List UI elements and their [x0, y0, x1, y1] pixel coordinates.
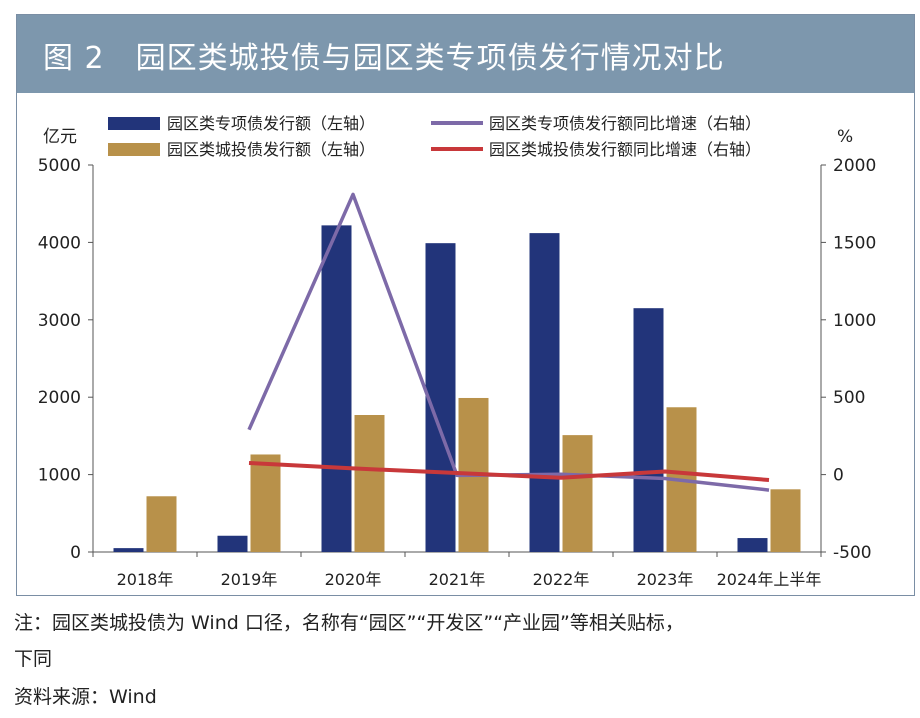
right-tick-label: 500 [833, 388, 865, 408]
x-axis-ticks: 2018年 2019年 2020年 2021年 2022年 2023年 2024年上半年 [92, 552, 822, 589]
legend-swatch-navy-bar [108, 117, 160, 130]
bar-special-bond [217, 535, 248, 552]
bar-chengtou-bond [770, 489, 801, 552]
left-axis-ticks: 0 1000 2000 3000 4000 5000 [38, 156, 93, 563]
legend-label-red-line: 园区类城投债发行额同比增速（右轴） [489, 140, 761, 159]
bar-chengtou-bond [146, 496, 177, 552]
note-line-2: 下同 [14, 648, 53, 670]
left-tick-label: 2000 [38, 388, 81, 408]
right-tick-label: 1000 [833, 311, 876, 331]
bars [113, 225, 801, 552]
bar-special-bond [321, 225, 352, 552]
x-tick-label: 2020年 [325, 570, 382, 589]
right-tick-label: 1500 [833, 233, 876, 253]
x-tick-label: 2023年 [637, 570, 694, 589]
title-bar: 图 2 园区类城投债与园区类专项债发行情况对比 [17, 15, 914, 93]
right-tick-label: 0 [833, 466, 844, 486]
right-axis-unit: % [837, 127, 853, 147]
figure-title: 图 2 园区类城投债与园区类专项债发行情况对比 [43, 41, 725, 76]
legend-swatch-gold-bar [108, 143, 160, 156]
x-tick-label: 2019年 [221, 570, 278, 589]
lines [247, 192, 770, 492]
bar-special-bond [425, 243, 456, 552]
bar-chengtou-bond [562, 435, 593, 552]
left-tick-label: 1000 [38, 466, 81, 486]
x-tick-label: 2022年 [533, 570, 590, 589]
source-note: 资料来源：Wind [14, 686, 157, 708]
bar-special-bond [113, 548, 144, 552]
legend: 园区类专项债发行额（左轴） 园区类城投债发行额（左轴） 园区类专项债发行额同比增… [108, 114, 761, 159]
bar-special-bond [529, 233, 560, 552]
left-axis-unit: 亿元 [43, 127, 77, 147]
legend-label-gold-bar: 园区类城投债发行额（左轴） [167, 140, 375, 159]
bar-special-bond [737, 538, 768, 552]
bar-special-bond [633, 308, 664, 552]
x-tick-label: 2024年上半年 [717, 570, 822, 589]
left-tick-label: 5000 [38, 156, 81, 176]
left-tick-label: 3000 [38, 311, 81, 331]
right-tick-label: 2000 [833, 156, 876, 176]
right-axis-ticks: -500 0 500 1000 1500 2000 [821, 156, 876, 563]
left-tick-label: 0 [70, 543, 81, 563]
legend-label-navy-bar: 园区类专项债发行额（左轴） [167, 114, 375, 133]
right-tick-label: -500 [833, 543, 872, 563]
legend-label-purple-line: 园区类专项债发行额同比增速（右轴） [489, 114, 761, 133]
note-line-1: 注：园区类城投债为 Wind 口径，名称有“园区”“开发区”“产业园”等相关贴标… [14, 612, 684, 634]
left-tick-label: 4000 [38, 233, 81, 253]
bar-chengtou-bond [354, 415, 385, 552]
chart: 园区类专项债发行额（左轴） 园区类城投债发行额（左轴） 园区类专项债发行额同比增… [38, 114, 877, 589]
figure-frame: 图 2 园区类城投债与园区类专项债发行情况对比 园区类专项债发行额（左轴） 园区… [16, 14, 915, 596]
x-tick-label: 2021年 [429, 570, 486, 589]
x-tick-label: 2018年 [117, 570, 174, 589]
line-chengtou-bond-growth [248, 460, 770, 483]
bar-chengtou-bond [250, 454, 281, 552]
